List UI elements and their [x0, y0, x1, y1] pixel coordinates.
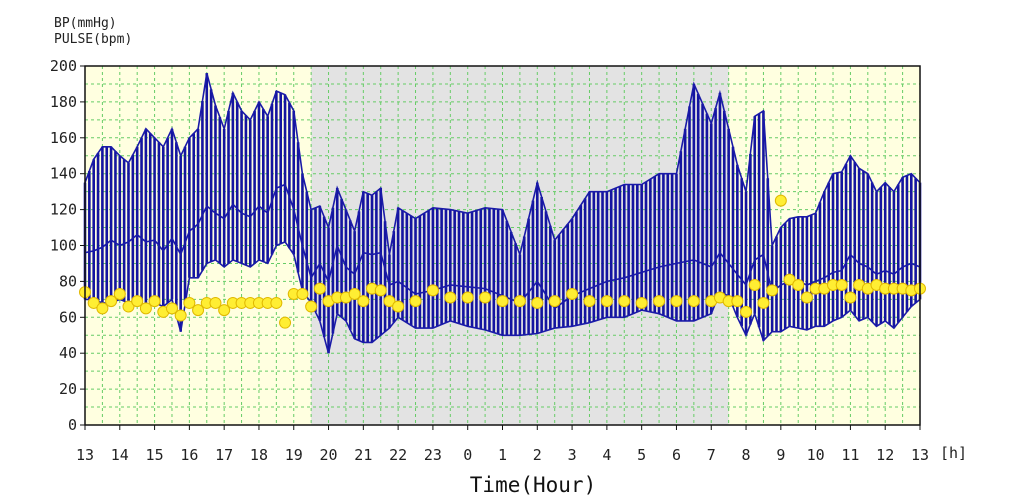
pulse-point — [218, 304, 231, 317]
pulse-point — [444, 291, 457, 304]
y-unit-label-bp: BP(mmHg) — [54, 16, 117, 31]
y-tick-label: 20 — [59, 380, 77, 398]
x-tick-label: 14 — [111, 446, 129, 464]
mean-line — [84, 183, 921, 310]
x-tick-label: 13 — [911, 446, 929, 464]
x-tick-label: 2 — [533, 446, 542, 464]
y-tick-label: 80 — [59, 272, 77, 290]
pulse-point — [139, 302, 152, 315]
bp-lines — [84, 72, 921, 354]
pulse-point — [279, 316, 292, 329]
pulse-point — [209, 296, 222, 309]
pulse-points — [79, 194, 926, 329]
pulse-point — [392, 300, 405, 313]
pulse-point — [305, 300, 318, 313]
pulse-point — [635, 296, 648, 309]
x-axis-title: Time(Hour) — [470, 473, 596, 497]
x-tick-label: 17 — [215, 446, 233, 464]
x-tick-label: 21 — [354, 446, 372, 464]
x-tick-label: 13 — [76, 446, 94, 464]
pulse-point — [531, 296, 544, 309]
x-tick-label: 19 — [285, 446, 303, 464]
pulse-point — [835, 278, 848, 291]
pulse-point — [774, 194, 787, 207]
x-tick-label: 15 — [146, 446, 164, 464]
pulse-point — [165, 302, 178, 315]
pulse-point — [757, 296, 770, 309]
pulse-point — [844, 291, 857, 304]
pulse-point — [783, 273, 796, 286]
pulse-point — [113, 287, 126, 300]
pulse-point — [479, 291, 492, 304]
y-tick-label: 120 — [50, 201, 77, 219]
pulse-point — [105, 295, 118, 308]
x-tick-label: 8 — [742, 446, 751, 464]
pulse-point — [192, 304, 205, 317]
pulse-point — [618, 295, 631, 308]
pulse-point — [357, 295, 370, 308]
x-tick-label: 12 — [876, 446, 894, 464]
x-tick-label: 7 — [707, 446, 716, 464]
x-tick-label: 22 — [389, 446, 407, 464]
x-unit-label: [h] — [940, 444, 967, 462]
pulse-point — [270, 296, 283, 309]
systolic-line — [84, 72, 921, 258]
pulse-point — [600, 295, 613, 308]
pulse-point — [766, 284, 779, 297]
y-tick-label: 0 — [68, 416, 77, 434]
pulse-point — [374, 284, 387, 297]
pulse-point — [496, 295, 509, 308]
x-tick-label: 5 — [637, 446, 646, 464]
x-tick-label: 10 — [807, 446, 825, 464]
pulse-point — [748, 278, 761, 291]
y-tick-label: 60 — [59, 308, 77, 326]
pulse-point — [96, 302, 109, 315]
pulse-point — [348, 287, 361, 300]
pulse-point — [122, 300, 135, 313]
diastolic-line — [85, 240, 921, 354]
pulse-point — [174, 309, 187, 322]
pulse-point — [183, 296, 196, 309]
x-tick-label: 1 — [498, 446, 507, 464]
x-tick-label: 18 — [250, 446, 268, 464]
y-unit-label-pulse: PULSE(bpm) — [54, 32, 133, 47]
x-tick-label: 23 — [424, 446, 442, 464]
pulse-point — [461, 291, 474, 304]
pulse-point — [409, 295, 422, 308]
pulse-point — [383, 295, 396, 308]
pulse-point — [740, 305, 753, 318]
pulse-point — [670, 295, 683, 308]
pulse-point — [131, 295, 144, 308]
pulse-point — [296, 287, 309, 300]
x-tick-label: 0 — [463, 446, 472, 464]
pulse-point — [566, 287, 579, 300]
x-tick-label: 11 — [841, 446, 859, 464]
y-tick-label: 100 — [50, 237, 77, 255]
y-tick-label: 180 — [50, 93, 77, 111]
x-tick-label: 20 — [320, 446, 338, 464]
x-tick-label: 9 — [776, 446, 785, 464]
pulse-point — [87, 296, 100, 309]
y-tick-label: 140 — [50, 165, 77, 183]
x-tick-label: 6 — [672, 446, 681, 464]
pulse-point — [426, 284, 439, 297]
x-tick-label: 3 — [568, 446, 577, 464]
pulse-point — [687, 295, 700, 308]
y-tick-label: 200 — [50, 57, 77, 75]
x-tick-label: 16 — [180, 446, 198, 464]
pulse-point — [513, 295, 526, 308]
y-tick-label: 40 — [59, 344, 77, 362]
pulse-point — [731, 295, 744, 308]
pulse-point — [583, 295, 596, 308]
pulse-point — [800, 291, 813, 304]
y-tick-label: 160 — [50, 129, 77, 147]
pulse-point — [548, 295, 561, 308]
pulse-point — [148, 295, 161, 308]
pulse-point — [313, 282, 326, 295]
pulse-point — [792, 278, 805, 291]
pulse-point — [653, 295, 666, 308]
x-tick-label: 4 — [602, 446, 611, 464]
